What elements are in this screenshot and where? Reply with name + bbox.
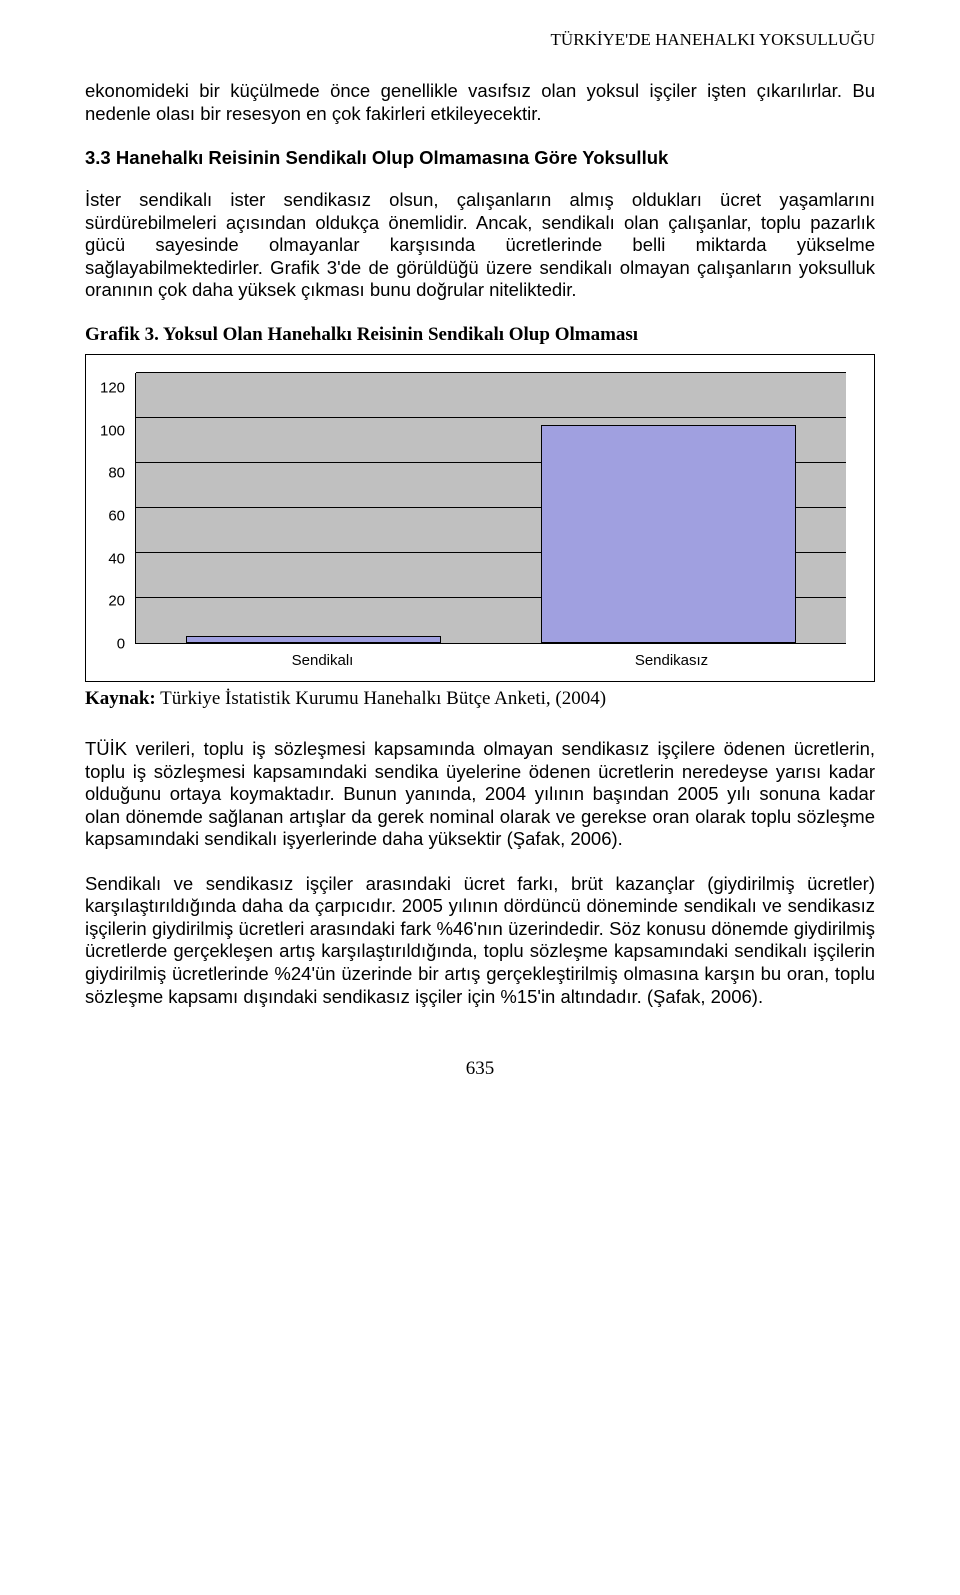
chart-container: 120 100 80 60 40 20 0 SendikalıSendikasız (85, 354, 875, 682)
y-tick-label: 20 (108, 594, 125, 609)
y-tick-label: 60 (108, 508, 125, 523)
paragraph-2: İster sendikalı ister sendikasız olsun, … (85, 189, 875, 302)
chart-source: Kaynak: Türkiye İstatistik Kurumu Haneha… (85, 688, 875, 710)
paragraph-4: Sendikalı ve sendikasız işçiler arasında… (85, 873, 875, 1008)
paragraph-1: ekonomideki bir küçülmede önce genellikl… (85, 80, 875, 125)
y-tick-label: 100 (100, 423, 125, 438)
bar (541, 425, 797, 643)
y-tick-label: 80 (108, 466, 125, 481)
chart-title: Grafik 3. Yoksul Olan Hanehalkı Reisinin… (85, 324, 875, 346)
plot-area (135, 373, 846, 644)
paragraph-3: TÜİK verileri, toplu iş sözleşmesi kapsa… (85, 738, 875, 851)
section-heading: 3.3 Hanehalkı Reisinin Sendikalı Olup Ol… (85, 147, 875, 169)
source-label: Kaynak: (85, 688, 156, 709)
y-axis: 120100806040200 (100, 373, 135, 644)
gridline (136, 372, 846, 373)
x-axis-labels: SendikalıSendikasız (148, 652, 846, 669)
running-header: TÜRKİYE'DE HANEHALKI YOKSULLUĞU (85, 30, 875, 50)
y-tick-label: 120 (100, 380, 125, 395)
page-container: TÜRKİYE'DE HANEHALKI YOKSULLUĞU ekonomid… (0, 0, 960, 1130)
x-tick-label: Sendikalı (148, 652, 497, 669)
y-tick-label: 40 (108, 551, 125, 566)
y-tick-label: 0 (117, 636, 125, 651)
source-text: Türkiye İstatistik Kurumu Hanehalkı Bütç… (156, 688, 606, 709)
gridline (136, 417, 846, 418)
page-number: 635 (85, 1058, 875, 1080)
x-tick-label: Sendikasız (497, 652, 846, 669)
bar (186, 636, 442, 643)
chart-body: 120100806040200 (100, 373, 846, 644)
